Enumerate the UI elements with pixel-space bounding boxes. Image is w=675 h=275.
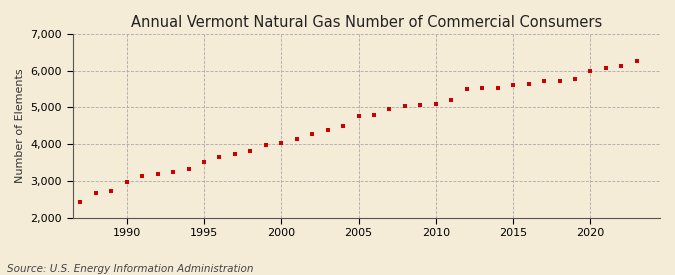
Point [523,82,534,86]
Point [462,87,472,92]
Point [292,136,302,141]
Point [415,103,426,108]
Point [137,174,148,178]
Point [601,66,612,71]
Point [477,85,487,90]
Point [585,69,596,73]
Point [384,107,395,111]
Point [167,170,178,175]
Point [400,104,410,108]
Y-axis label: Number of Elements: Number of Elements [15,68,25,183]
Point [307,132,318,136]
Point [198,160,209,164]
Point [122,180,132,185]
Point [353,114,364,119]
Text: Source: U.S. Energy Information Administration: Source: U.S. Energy Information Administ… [7,264,253,274]
Point [183,167,194,171]
Point [153,172,163,177]
Point [446,98,457,103]
Point [554,78,565,83]
Point [492,86,503,90]
Point [508,82,518,87]
Point [276,141,287,145]
Point [570,77,580,82]
Point [616,64,627,68]
Point [322,128,333,132]
Point [214,155,225,160]
Point [245,148,256,153]
Point [338,124,348,129]
Title: Annual Vermont Natural Gas Number of Commercial Consumers: Annual Vermont Natural Gas Number of Com… [131,15,602,30]
Point [90,190,101,195]
Point [369,112,379,117]
Point [631,59,642,63]
Point [75,200,86,204]
Point [539,79,549,84]
Point [106,189,117,193]
Point [261,143,271,147]
Point [230,152,240,156]
Point [431,101,441,106]
